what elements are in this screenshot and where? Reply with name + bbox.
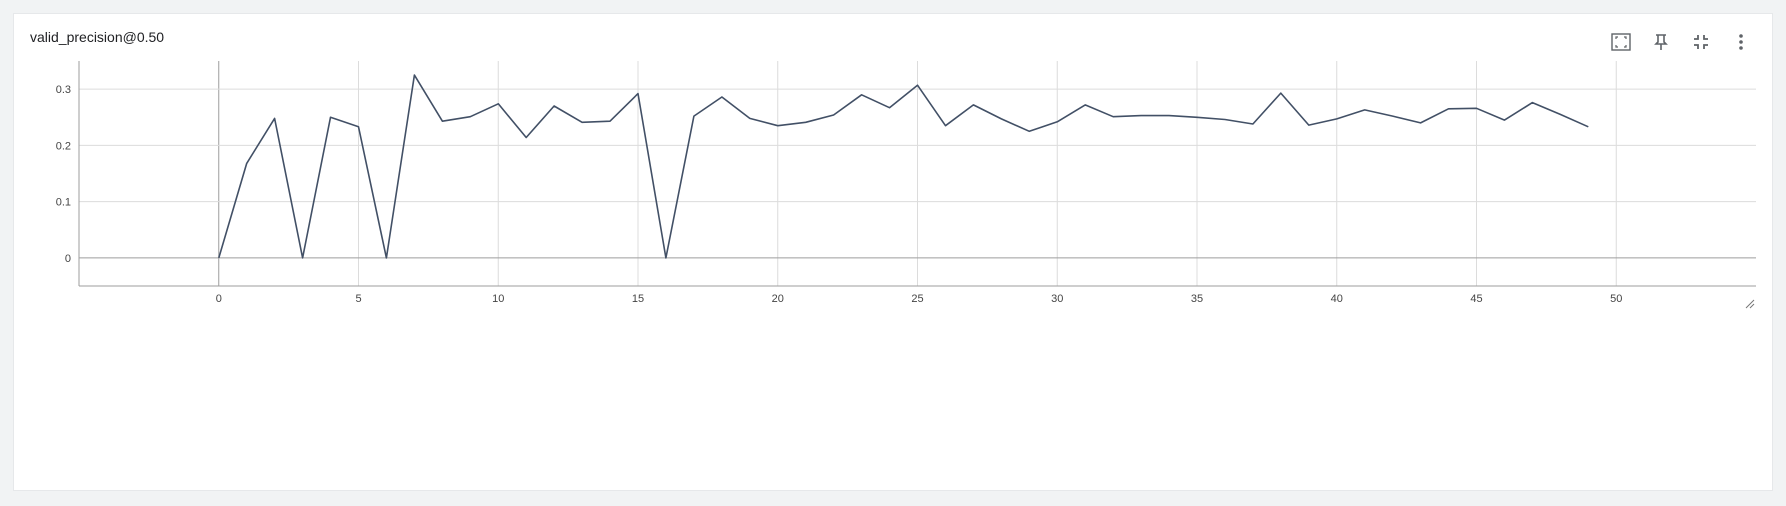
x-tick-label: 20 [772,293,784,305]
more-options-button[interactable] [1726,28,1756,56]
chart-card: valid_precision@0.50 0 5 10 15 20 25 [13,13,1773,491]
resize-handle-icon [1745,299,1755,309]
x-tick-label: 30 [1051,293,1063,305]
y-tick-label: 0 [65,253,71,265]
more-vert-icon [1739,34,1743,50]
pin-icon [1654,34,1668,50]
x-tick-label: 35 [1191,293,1203,305]
fit-domain-button[interactable] [1606,28,1636,56]
x-tick-label: 25 [911,293,923,305]
fullscreen-exit-icon [1694,35,1708,49]
series-line [218,74,1589,259]
x-tick-label: 10 [492,293,504,305]
chart-title: valid_precision@0.50 [30,29,165,45]
x-tick-label: 0 [216,293,222,305]
pin-button[interactable] [1646,28,1676,56]
collapse-button[interactable] [1686,28,1716,56]
y-tick-label: 0.3 [56,84,71,96]
x-tick-label: 5 [355,293,361,305]
y-tick-label: 0.2 [56,140,71,152]
x-tick-label: 15 [632,293,644,305]
y-tick-label: 0.1 [56,197,71,209]
x-tick-label: 50 [1610,293,1622,305]
fit-to-data-icon [1611,33,1631,51]
x-tick-label: 45 [1470,293,1482,305]
chart-toolbar [1606,28,1756,56]
line-chart[interactable]: 0 5 10 15 20 25 30 35 40 45 50 0 0.1 0.2 0.3 [14,14,1772,314]
x-tick-label: 40 [1331,293,1343,305]
